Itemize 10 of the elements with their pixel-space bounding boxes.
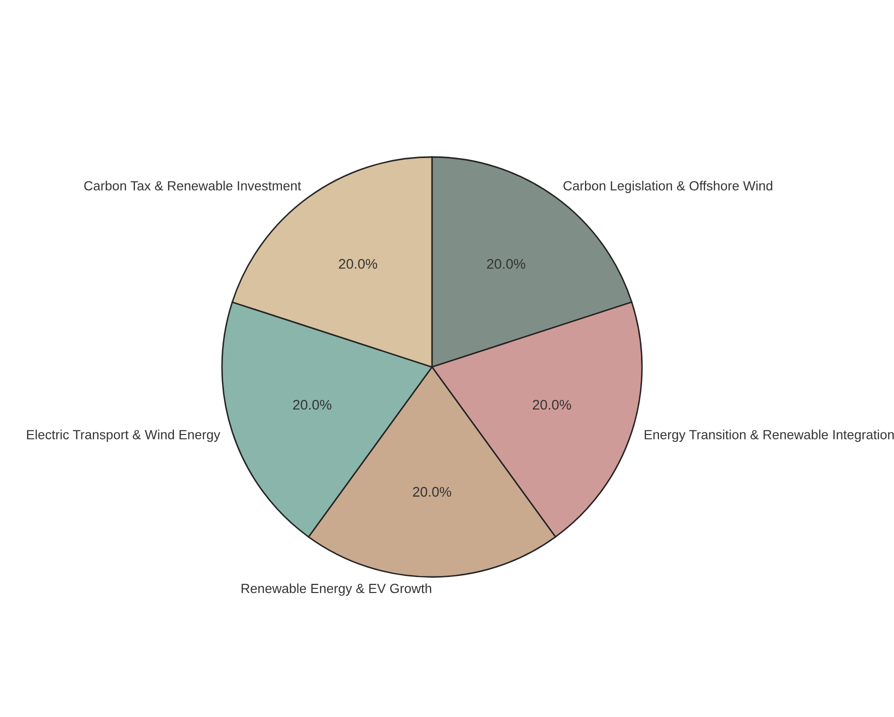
data-label: 20.0% <box>532 400 572 410</box>
slice-label: Carbon Tax & Renewable Investment <box>84 180 302 190</box>
slice-label: Energy Transition & Renewable Integration <box>644 430 894 442</box>
slice-label: Electric Transport & Wind Energy <box>27 430 220 442</box>
data-label: 20.0% <box>293 400 332 410</box>
data-label: 20.0% <box>487 258 526 269</box>
slice-label: Carbon Legislation & Offshore Wind <box>564 180 772 194</box>
slice-label: Renewable Energy & EV Growth <box>242 583 432 596</box>
data-label: 20.0% <box>413 486 452 497</box>
data-label: 20.0% <box>338 258 378 269</box>
